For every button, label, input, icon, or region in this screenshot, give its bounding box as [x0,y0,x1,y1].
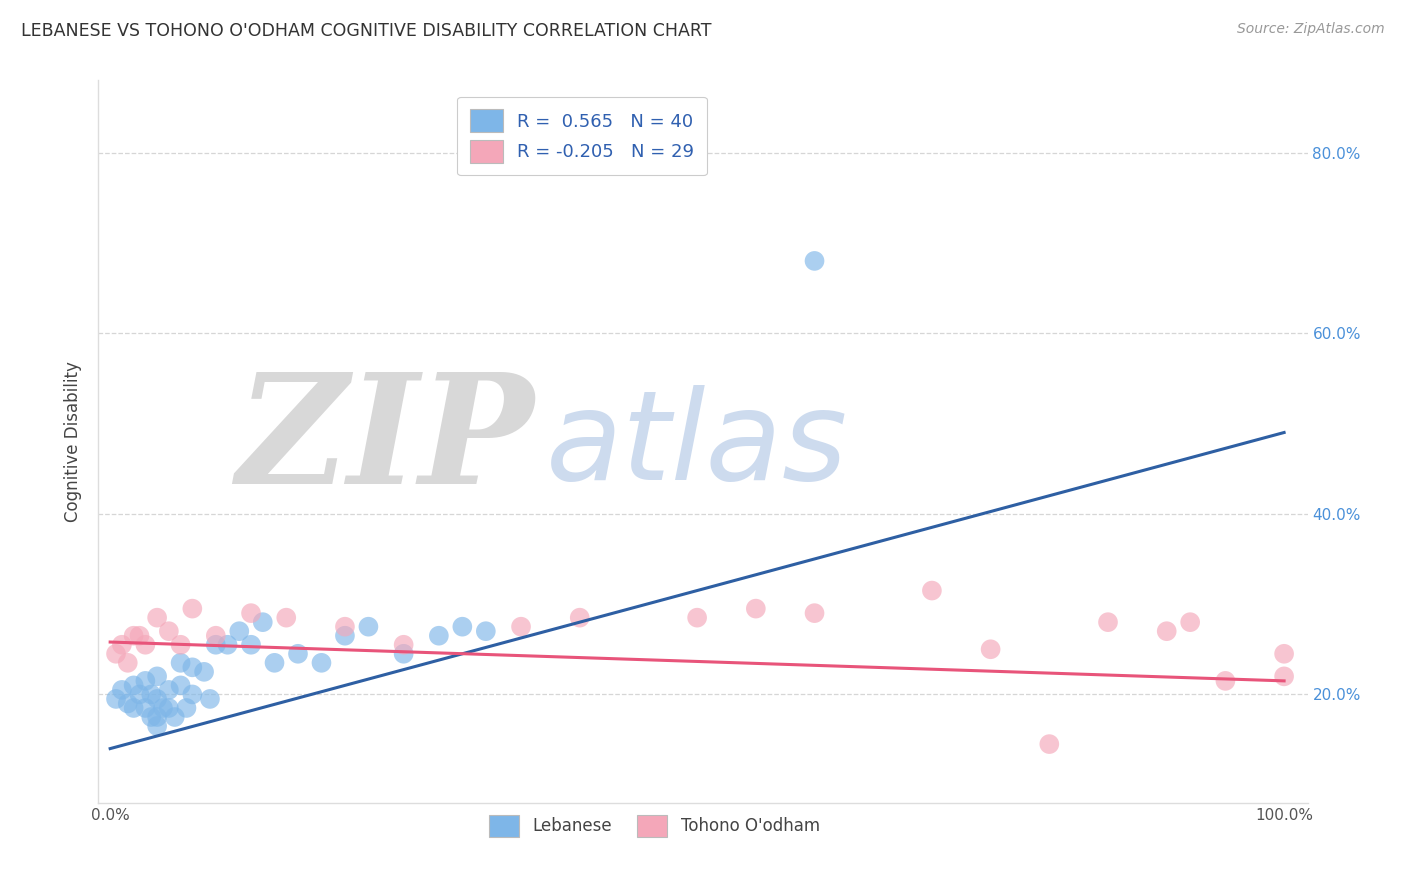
Point [240,638,263,652]
Point [311,656,333,670]
Point [427,629,450,643]
Point [451,620,474,634]
Text: ZIP: ZIP [236,367,534,516]
Point [169,678,191,692]
Point [134,673,156,688]
Point [163,710,186,724]
Point [105,647,128,661]
Point [122,678,145,692]
Point [392,647,415,661]
Point [228,624,250,639]
Point [921,583,943,598]
Point [181,601,204,615]
Point [198,692,221,706]
Point [980,642,1002,657]
Point [803,253,825,268]
Point [169,656,191,670]
Point [122,701,145,715]
Point [392,638,415,652]
Point [510,620,533,634]
Point [745,601,768,615]
Point [111,682,134,697]
Point [181,687,204,701]
Point [176,701,198,715]
Point [333,629,356,643]
Point [1156,624,1178,639]
Point [240,606,263,620]
Point [217,638,239,652]
Point [276,610,298,624]
Point [169,638,191,652]
Point [287,647,309,661]
Point [204,629,226,643]
Point [111,638,134,652]
Point [1272,669,1295,683]
Point [252,615,274,630]
Point [1272,647,1295,661]
Point [152,701,174,715]
Point [141,710,163,724]
Point [141,687,163,701]
Text: LEBANESE VS TOHONO O'ODHAM COGNITIVE DISABILITY CORRELATION CHART: LEBANESE VS TOHONO O'ODHAM COGNITIVE DIS… [21,22,711,40]
Text: Source: ZipAtlas.com: Source: ZipAtlas.com [1237,22,1385,37]
Point [1038,737,1060,751]
Point [803,606,825,620]
Point [146,710,169,724]
Point [122,629,145,643]
Point [134,701,156,715]
Point [1097,615,1119,630]
Point [105,692,128,706]
Point [204,638,226,652]
Point [475,624,498,639]
Point [128,629,150,643]
Point [181,660,204,674]
Point [1180,615,1202,630]
Point [357,620,380,634]
Point [146,610,169,624]
Point [333,620,356,634]
Point [117,697,139,711]
Point [134,638,156,652]
Point [146,669,169,683]
Point [1215,673,1237,688]
Point [193,665,215,679]
Point [157,624,180,639]
Point [686,610,709,624]
Point [146,692,169,706]
Y-axis label: Cognitive Disability: Cognitive Disability [65,361,83,522]
Point [128,687,150,701]
Point [568,610,591,624]
Point [117,656,139,670]
Point [157,682,180,697]
Point [157,701,180,715]
Legend: Lebanese, Tohono O'odham: Lebanese, Tohono O'odham [481,807,828,845]
Point [263,656,285,670]
Point [146,719,169,733]
Text: atlas: atlas [546,384,848,506]
